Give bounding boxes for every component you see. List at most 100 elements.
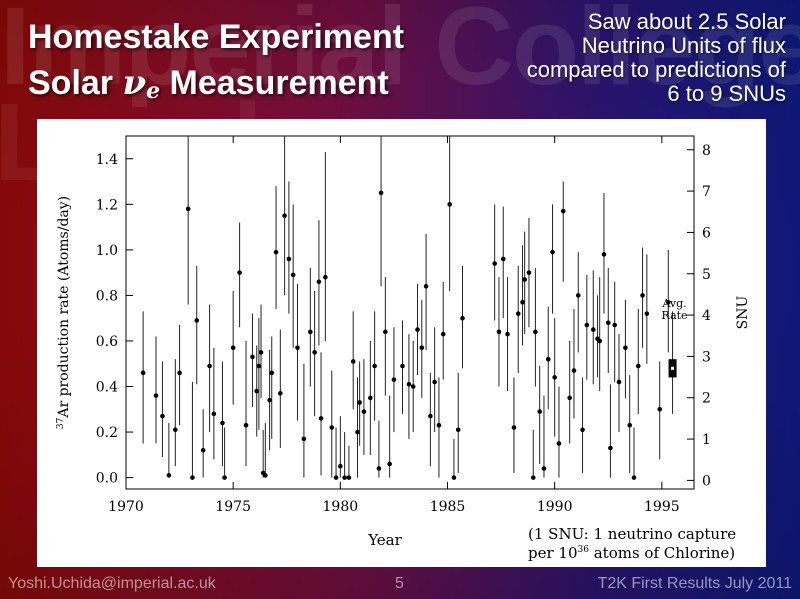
y-tick-label: 0.2 — [96, 425, 118, 441]
nu-symbol: ν — [122, 63, 147, 103]
data-point — [533, 329, 538, 335]
data-point — [520, 299, 525, 305]
data-point — [447, 202, 452, 207]
data-point — [526, 270, 532, 275]
avg-rate-label: Rate — [662, 309, 688, 322]
data-point — [415, 327, 420, 332]
data-point — [451, 475, 457, 480]
data-point — [368, 395, 373, 401]
data-point — [601, 252, 607, 257]
note-line: compared to predictions of — [526, 57, 786, 82]
y2-tick-label: 7 — [702, 184, 711, 200]
data-point — [338, 463, 343, 469]
y-tick-label: 0.6 — [96, 334, 118, 350]
title-line-2: Solar νe Measurement — [28, 60, 404, 114]
data-point — [140, 370, 146, 376]
data-point — [190, 475, 195, 480]
data-point — [635, 363, 641, 369]
data-point — [153, 393, 159, 398]
data-point — [160, 413, 165, 419]
data-point — [644, 311, 650, 316]
data-point — [323, 274, 328, 280]
data-point — [455, 427, 461, 433]
data-point — [350, 359, 356, 364]
x-tick-label: 1985 — [430, 499, 466, 515]
data-point — [194, 318, 200, 323]
data-point — [333, 475, 339, 480]
data-point — [571, 368, 577, 373]
data-point — [391, 377, 397, 382]
data-point — [355, 429, 360, 435]
data-point — [584, 322, 590, 328]
data-point — [423, 284, 429, 289]
data-point — [318, 416, 324, 421]
ann-text: atoms of Chlorine) — [589, 544, 735, 562]
data-point — [640, 293, 645, 298]
note-line: 6 to 9 SNUs — [667, 81, 786, 106]
data-point — [419, 345, 425, 351]
footer-event: T2K First Results July 2011 — [597, 575, 792, 592]
data-point — [269, 370, 275, 376]
data-point — [286, 256, 292, 262]
data-point — [623, 345, 628, 351]
data-point — [387, 461, 392, 467]
data-point — [273, 249, 279, 255]
data-point — [383, 329, 388, 335]
title-line-1: Homestake Experiment — [28, 18, 405, 56]
nu-subscript: e — [146, 78, 161, 104]
data-point — [185, 206, 191, 212]
y2-axis-label: SNU — [735, 295, 751, 329]
x-tick-label: 1995 — [644, 499, 680, 515]
note-line: Saw about 2.5 Solar — [587, 9, 786, 34]
data-point — [263, 473, 268, 478]
data-point — [267, 397, 272, 403]
y2-tick-label: 4 — [702, 308, 711, 324]
data-point — [301, 436, 307, 442]
title-post: Measurement — [160, 64, 389, 102]
footer-page-number: 5 — [395, 575, 404, 592]
data-point — [282, 213, 287, 219]
data-point — [492, 261, 497, 266]
data-point — [597, 338, 602, 344]
note-line: Neutrino Units of flux — [581, 33, 786, 58]
data-point — [220, 420, 225, 426]
title-pre: Solar — [28, 64, 123, 102]
data-point — [177, 370, 182, 376]
plot-frame — [125, 135, 695, 490]
data-point — [312, 350, 317, 355]
data-point — [496, 329, 502, 335]
data-point — [278, 391, 283, 396]
data-point — [460, 315, 465, 321]
data-point — [545, 356, 551, 362]
y2-tick-label: 8 — [702, 143, 711, 159]
y-axis-label-text: Ar production rate (Atoms/day) — [56, 196, 72, 419]
data-point — [657, 406, 663, 412]
data-point — [556, 441, 562, 446]
data-point — [631, 475, 637, 480]
data-point — [346, 475, 352, 480]
data-point — [515, 311, 521, 316]
y-tick-label: 1.2 — [96, 197, 118, 213]
data-point — [627, 422, 632, 428]
data-point — [552, 375, 557, 380]
data-point — [237, 270, 242, 275]
y2-tick-label: 0 — [702, 473, 711, 489]
footer-email: Yoshi.Uchida@imperial.ac.uk — [8, 575, 216, 592]
y2-tick-label: 2 — [702, 391, 711, 407]
data-point — [530, 475, 536, 480]
snu-annotation: (1 SNU: 1 neutrino capture — [528, 525, 736, 543]
y-axis-label-sup: 37 — [56, 417, 66, 429]
data-point — [254, 388, 260, 394]
data-point — [222, 475, 227, 480]
data-point — [250, 354, 255, 360]
avg-rate-center — [671, 366, 675, 370]
x-tick-label: 1990 — [537, 499, 573, 515]
data-point — [665, 299, 671, 305]
data-point — [400, 363, 405, 369]
data-point — [361, 409, 367, 414]
data-point — [432, 379, 437, 385]
ann-text: per 10 — [528, 544, 578, 562]
data-point — [616, 379, 622, 385]
data-point — [378, 190, 384, 196]
data-point — [308, 329, 313, 335]
